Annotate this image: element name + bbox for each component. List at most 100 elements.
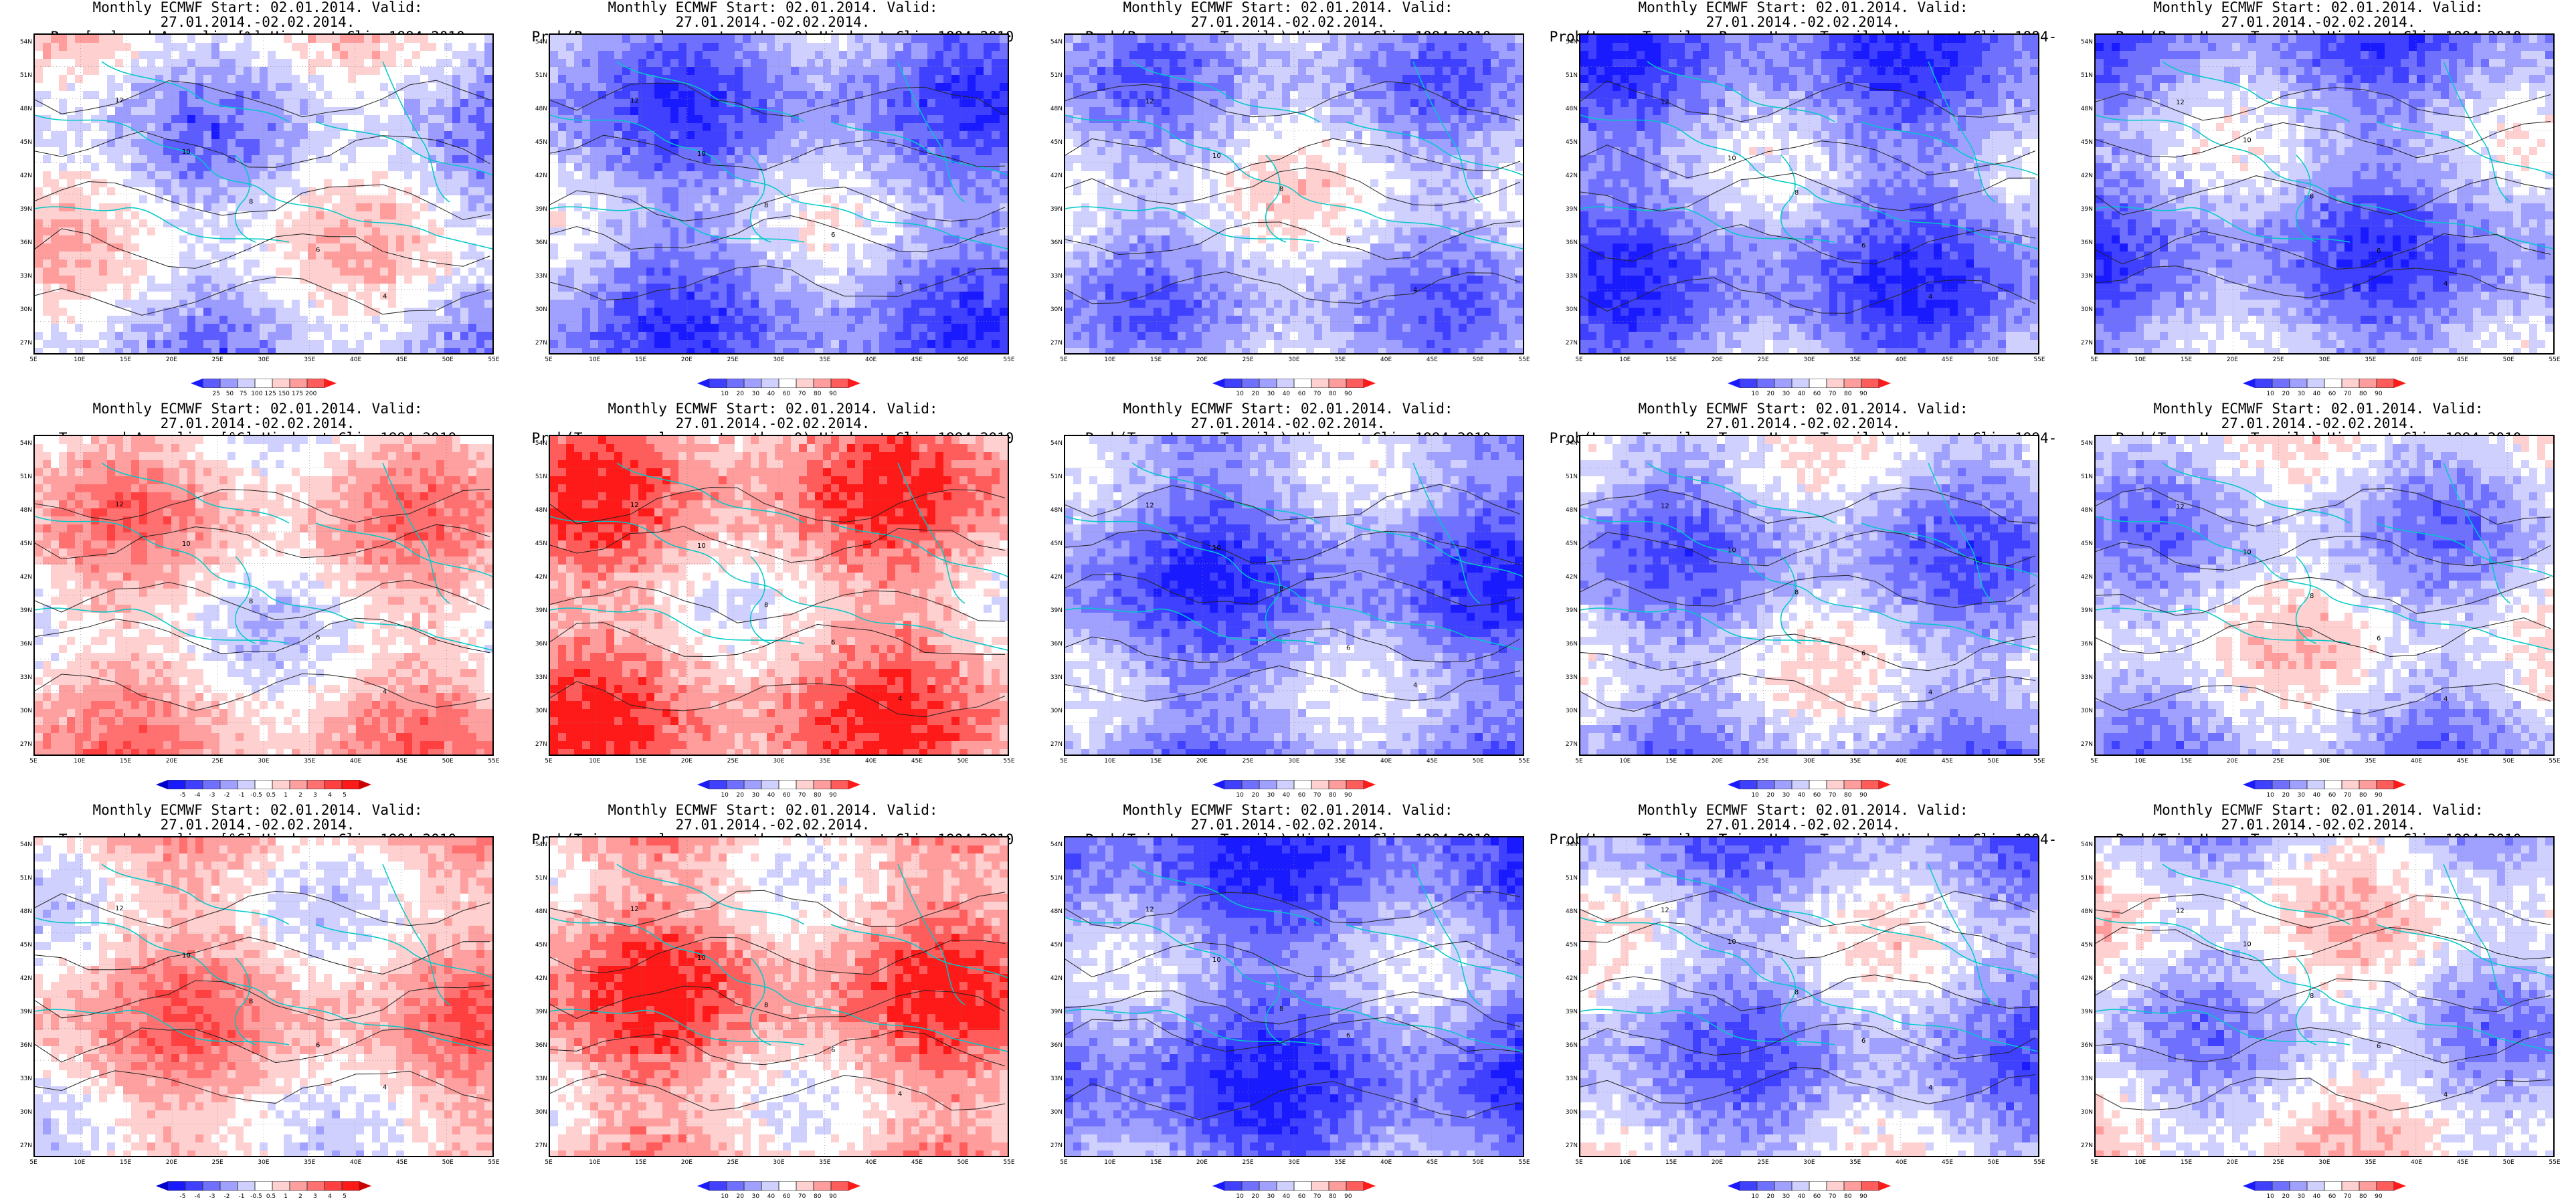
panel-title-line1: Monthly ECMWF Start: 02.01.2014. Valid: … <box>2061 401 2576 431</box>
colorbar-tick-label: 30 <box>742 792 769 799</box>
anomaly-map: 12 10 8 6 4 <box>1580 35 2038 353</box>
contour-label: 6 <box>316 246 320 254</box>
longitude-label: 15E <box>1661 357 1681 363</box>
colorbar-segment <box>1740 379 1757 388</box>
colorbar-segment <box>1774 780 1792 789</box>
colorbar-tick-label: 70 <box>1304 792 1331 799</box>
latitude-label: 36N <box>1045 239 1063 246</box>
colorbar-tick-label: 70 <box>789 391 816 397</box>
colorbar-tick-label: 30 <box>1257 391 1284 397</box>
longitude-label: 15E <box>2177 357 2197 363</box>
colorbar-tick-label: 5 <box>331 1193 358 1200</box>
colorbar-tick-label: 70 <box>2334 1193 2361 1200</box>
panel-title-line1: Monthly ECMWF Start: 02.01.2014. Valid: … <box>1546 0 2061 29</box>
latitude-label: 36N <box>15 641 32 647</box>
anomaly-map: 12 10 8 6 4 <box>2096 436 2553 755</box>
longitude-label: 15E <box>631 758 651 765</box>
colorbar-tick-label: 20 <box>1757 792 1784 799</box>
colorbar-tick-label: 10 <box>1742 1193 1768 1200</box>
colorbar-low-arrow <box>697 379 709 388</box>
longitude-label: 40E <box>2407 357 2427 363</box>
colorbar-low-arrow <box>2243 780 2255 789</box>
colorbar-tick-label: 10 <box>711 792 738 799</box>
colorbar-high-arrow <box>325 379 337 388</box>
longitude-label: 55E <box>1514 357 1534 363</box>
colorbar-segment <box>1311 1181 1329 1191</box>
colorbar-segment <box>1242 780 1259 789</box>
colorbar-tick-label: 20 <box>2272 391 2299 397</box>
colorbar-segment <box>1259 379 1277 388</box>
latitude-label: 42N <box>1045 975 1063 982</box>
contour-label: 4 <box>898 695 902 702</box>
longitude-label: 15E <box>1146 758 1166 765</box>
longitude-label: 55E <box>2029 357 2049 363</box>
longitude-label: 10E <box>1100 1159 1120 1166</box>
colorbar-segment <box>1792 379 1809 388</box>
colorbar-segment <box>272 780 290 789</box>
longitude-label: 45E <box>1422 1159 1442 1166</box>
colorbar-segment <box>1844 379 1861 388</box>
longitude-label: 30E <box>1799 758 1819 765</box>
latitude-label: 36N <box>2076 1042 2093 1049</box>
colorbar-tick-label: 10 <box>2257 792 2284 799</box>
latitude-label: 30N <box>1045 708 1063 714</box>
colorbar: 10 20 30 40 60 70 80 90 <box>2243 1181 2406 1200</box>
colorbar-high-arrow <box>2394 379 2406 388</box>
longitude-label: 40E <box>861 357 881 363</box>
colorbar-segment <box>2377 1181 2394 1191</box>
latitude-label: 45N <box>15 139 32 146</box>
colorbar-segment <box>325 1181 342 1191</box>
longitude-label: 10E <box>1615 758 1635 765</box>
colorbar-segment <box>1809 1181 1827 1191</box>
latitude-label: 54N <box>15 841 32 848</box>
colorbar-segment <box>2342 379 2359 388</box>
latitude-label: 33N <box>15 1076 32 1082</box>
colorbar-segment <box>1346 379 1364 388</box>
colorbar-segment <box>2359 379 2377 388</box>
colorbar-segment <box>272 1181 290 1191</box>
colorbar-tick-label: 40 <box>1273 792 1299 799</box>
colorbar-segment <box>2342 1181 2359 1191</box>
contour-label: 4 <box>1413 1098 1417 1105</box>
colorbar-tick-label: 90 <box>1335 1193 1362 1200</box>
longitude-label: 55E <box>2545 1159 2565 1166</box>
contour-label: 12 <box>2176 907 2185 914</box>
longitude-label: 20E <box>2222 1159 2242 1166</box>
colorbar-tick-label: 40 <box>757 1193 784 1200</box>
colorbar-tick-label: 60 <box>2319 391 2346 397</box>
contour-label: 6 <box>316 634 320 641</box>
contour-label: 6 <box>1346 645 1350 652</box>
colorbar-segment <box>1311 379 1329 388</box>
longitude-label: 15E <box>1146 1159 1166 1166</box>
latitude-label: 48N <box>1560 507 1578 514</box>
colorbar-tick-label: 30 <box>2288 1193 2314 1200</box>
contour-label: 12 <box>2176 503 2185 510</box>
colorbar-segment <box>238 780 255 789</box>
colorbar: 10 20 30 40 60 70 80 90 <box>2243 379 2406 397</box>
latitude-label: 30N <box>1560 708 1578 714</box>
colorbar-segment <box>168 780 185 789</box>
colorbar-tick-label: 3 <box>302 1193 329 1200</box>
colorbar-segment <box>744 1181 761 1191</box>
longitude-label: 30E <box>2314 1159 2334 1166</box>
colorbar: 10 20 30 40 60 70 80 90 <box>1212 1181 1376 1200</box>
longitude-label: 20E <box>1192 1159 1212 1166</box>
colorbar-tick-label: -3 <box>199 792 225 799</box>
colorbar-segment <box>290 379 307 388</box>
colorbar: 10 20 30 40 60 70 80 90 <box>1212 379 1376 397</box>
colorbar-segment <box>1827 780 1844 789</box>
colorbar-tick-label: 90 <box>2365 391 2392 397</box>
latitude-label: 45N <box>2076 942 2093 948</box>
latitude-label: 30N <box>530 1109 547 1116</box>
latitude-label: 51N <box>2076 72 2093 79</box>
colorbar-segment <box>2307 379 2324 388</box>
colorbar-tick-label: 40 <box>757 391 784 397</box>
colorbar-tick-label: 0.5 <box>258 792 284 799</box>
colorbar-low-arrow <box>1728 1181 1740 1191</box>
colorbar-segment <box>1346 780 1364 789</box>
anomaly-map: 12 10 8 6 4 <box>550 436 1008 755</box>
colorbar-segment <box>238 379 255 388</box>
colorbar-tick-label: 0.5 <box>258 1193 284 1200</box>
longitude-label: 50E <box>2498 1159 2518 1166</box>
colorbar-segment <box>709 780 727 789</box>
